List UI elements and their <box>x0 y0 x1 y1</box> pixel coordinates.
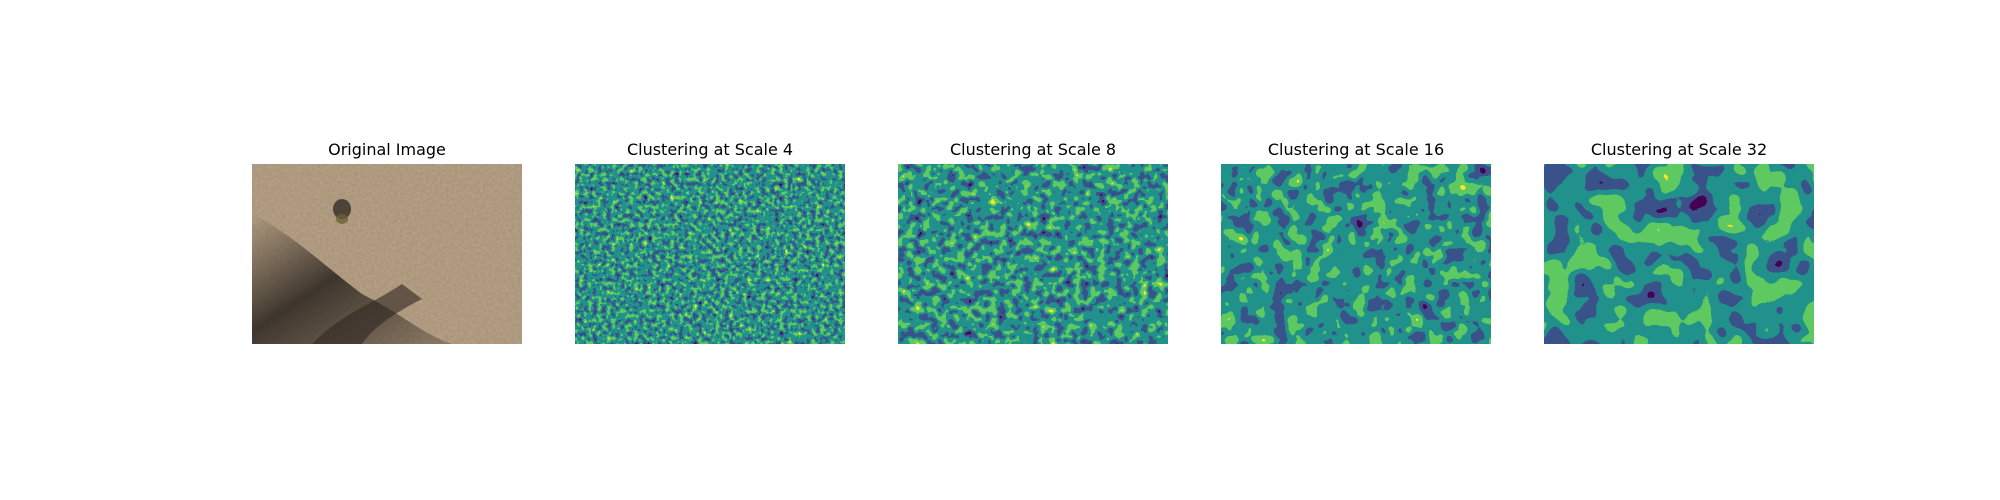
panel-scale-8: Clustering at Scale 8 <box>898 136 1168 344</box>
panel-scale-16: Clustering at Scale 16 <box>1221 136 1491 344</box>
panel-scale-4: Clustering at Scale 4 <box>575 136 845 344</box>
cluster-noise-field <box>898 164 1168 344</box>
panel-scale-32: Clustering at Scale 32 <box>1544 136 1814 344</box>
cluster-map-scale-16 <box>1221 164 1491 344</box>
panel-title: Clustering at Scale 32 <box>1590 140 1768 159</box>
panel-original: Original Image <box>252 136 522 344</box>
cluster-noise-field <box>1544 164 1814 344</box>
panel-title: Original Image <box>328 140 446 159</box>
panel-title: Clustering at Scale 8 <box>949 140 1117 159</box>
cluster-map-scale-8 <box>898 164 1168 344</box>
cluster-noise-field <box>1221 164 1491 344</box>
cluster-noise-field <box>575 164 845 344</box>
panel-title: Clustering at Scale 4 <box>626 140 794 159</box>
cluster-map-scale-32 <box>1544 164 1814 344</box>
cluster-map-scale-4 <box>575 164 845 344</box>
original-image <box>252 164 522 344</box>
panel-title: Clustering at Scale 16 <box>1267 140 1445 159</box>
